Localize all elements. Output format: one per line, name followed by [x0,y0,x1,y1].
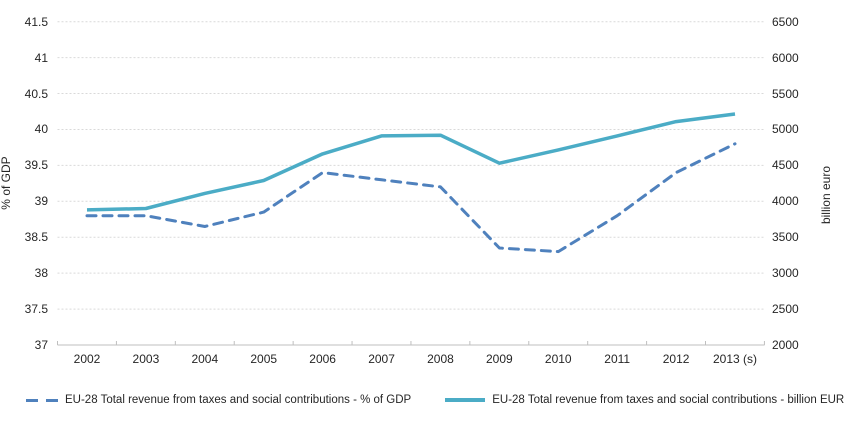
x-axis-tick-label: 2009 [486,352,513,366]
solid-series-marker-icon [445,398,486,402]
dashed-series-marker-icon [26,398,58,402]
y-axis-tick-right: 2500 [772,302,799,317]
x-axis-tick-label: 2010 [544,352,572,366]
y-axis-tick-left: 37.5 [24,302,48,317]
y-axis-tick-left: 41 [34,50,48,65]
y-axis-tick-left: 38 [34,266,48,281]
legend-item-pct-gdp: EU-28 Total revenue from taxes and socia… [26,394,411,406]
x-axis-tick-label: 2004 [191,352,219,366]
x-axis-tick-label: 2011 [604,352,631,366]
series-line-billion-eur [86,112,736,212]
y-axis-tick-right: 4000 [772,194,799,209]
y-axis-tick-left: 41.5 [24,14,48,29]
y-axis-tick-right: 4500 [772,158,799,173]
y-axis-tick-left: 40 [34,122,48,137]
x-axis-tick-label: 2007 [368,352,395,366]
y-axis-tick-right: 3500 [772,230,799,245]
y-axis-tick-right: 3000 [772,266,799,281]
x-axis-tick-label: 2006 [309,352,336,366]
legend-label-pct-gdp: EU-28 Total revenue from taxes and socia… [65,394,412,406]
y-axis-tick-left: 40.5 [24,86,48,101]
y-axis-tick-right: 5500 [772,86,799,101]
legend: EU-28 Total revenue from taxes and socia… [26,394,844,406]
x-axis-tick-label: 2008 [427,352,454,366]
legend-label-billion-eur: EU-28 Total revenue from taxes and socia… [492,394,845,406]
y-axis-tick-right: 6000 [772,50,799,65]
y-axis-tick-left: 39 [34,194,48,209]
x-axis-tick-label: 2005 [250,352,278,366]
legend-item-billion-eur: EU-28 Total revenue from taxes and socia… [445,394,844,406]
y-axis-tick-right: 5000 [772,122,799,137]
x-axis-tick-label: 2002 [73,352,101,366]
y-axis-tick-left: 37 [34,338,48,352]
series-line-pct-gdp [85,142,737,254]
plot-area [57,21,765,346]
y-axis-tick-right: 6500 [772,14,799,29]
y-axis-tick-left: 38.5 [24,230,48,245]
y-axis-tick-right: 2000 [772,338,799,352]
y-axis-tick-left: 39.5 [24,158,48,173]
x-axis-tick-label: 2013 (s) [712,352,758,366]
x-axis-tick-label: 2012 [662,352,690,366]
x-axis-tick-label: 2003 [132,352,160,366]
